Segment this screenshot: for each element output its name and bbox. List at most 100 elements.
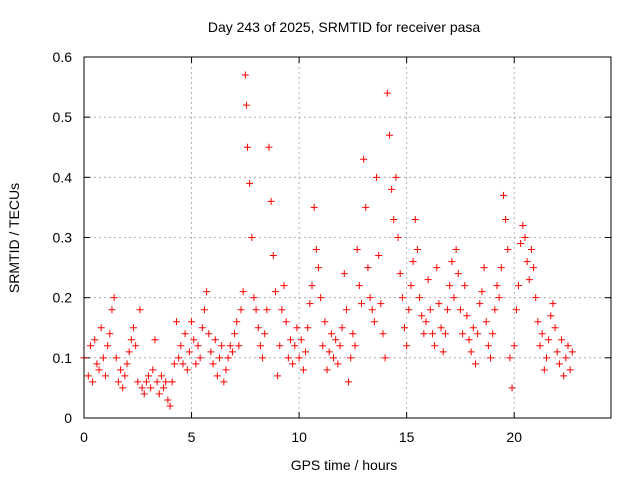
data-point-marker (484, 342, 492, 350)
data-point-marker (360, 155, 368, 163)
data-point-marker (256, 342, 264, 350)
data-point-marker (308, 282, 316, 290)
data-point-marker (142, 378, 150, 386)
data-point-marker (164, 396, 172, 404)
data-point-marker (364, 264, 372, 272)
data-point-marker (269, 252, 277, 260)
data-point-marker (172, 318, 180, 326)
data-point-marker (487, 354, 495, 362)
data-point-marker (476, 300, 484, 308)
data-point-marker (383, 89, 391, 97)
data-point-marker (228, 348, 236, 356)
data-point-marker (401, 324, 409, 332)
data-point-marker (278, 306, 286, 314)
data-point-marker (117, 366, 125, 374)
data-point-marker (497, 264, 505, 272)
data-point-marker (396, 270, 404, 278)
data-point-marker (521, 234, 529, 241)
data-point-marker (527, 246, 535, 254)
data-point-marker (89, 378, 97, 386)
data-point-marker (347, 354, 355, 362)
data-markers (80, 71, 576, 410)
data-point-marker (545, 336, 553, 344)
data-point-marker (104, 342, 112, 350)
data-point-marker (248, 234, 256, 241)
data-point-marker (471, 360, 479, 368)
data-point-marker (375, 252, 383, 260)
data-point-marker (536, 342, 544, 350)
data-point-marker (127, 336, 135, 344)
data-point-marker (321, 318, 329, 326)
data-point-marker (226, 342, 234, 350)
data-point-marker (267, 197, 275, 205)
data-point-marker (177, 342, 185, 350)
data-point-marker (140, 390, 148, 398)
data-point-marker (317, 294, 325, 302)
data-point-marker (293, 324, 301, 332)
data-point-marker (153, 378, 161, 386)
data-point-marker (435, 300, 443, 308)
data-point-marker (469, 324, 477, 332)
data-point-marker (252, 306, 260, 314)
data-point-marker (190, 336, 198, 344)
data-point-marker (233, 318, 241, 326)
data-point-marker (108, 306, 116, 314)
data-point-marker (84, 372, 92, 380)
data-point-marker (394, 234, 402, 241)
data-point-marker (237, 306, 245, 314)
data-point-marker (558, 336, 566, 344)
data-point-marker (424, 276, 432, 284)
data-point-marker (418, 312, 426, 320)
data-point-marker (431, 342, 439, 350)
data-point-marker (407, 282, 415, 290)
data-point-marker (413, 246, 421, 254)
data-point-marker (482, 318, 490, 326)
data-point-marker (499, 191, 507, 199)
data-point-marker (149, 366, 157, 374)
data-point-marker (506, 354, 514, 362)
data-point-marker (261, 330, 269, 338)
y-tick-label: 0.6 (53, 49, 73, 65)
data-point-marker (416, 294, 424, 302)
x-tick-label: 20 (506, 429, 522, 445)
data-point-marker (157, 372, 165, 380)
y-tick-label: 0.3 (53, 230, 73, 246)
data-point-marker (564, 342, 572, 350)
data-point-marker (132, 342, 140, 350)
data-point-marker (491, 306, 499, 314)
data-point-marker (304, 324, 312, 332)
data-point-marker (235, 342, 243, 350)
data-point-marker (456, 306, 464, 314)
data-point-marker (312, 246, 320, 254)
data-point-marker (284, 354, 292, 362)
data-point-marker (265, 143, 273, 151)
data-point-marker (310, 203, 318, 211)
data-point-marker (136, 306, 144, 314)
data-point-marker (91, 336, 99, 344)
data-point-marker (297, 336, 305, 344)
data-point-marker (263, 306, 271, 314)
data-point-marker (444, 306, 452, 314)
data-point-marker (517, 240, 525, 248)
data-point-marker (123, 360, 131, 368)
data-point-marker (508, 384, 516, 392)
y-axis-title: SRMTID / TECUs (6, 183, 22, 293)
data-point-marker (319, 342, 327, 350)
data-point-marker (439, 348, 447, 356)
data-point-marker (448, 258, 456, 266)
data-point-marker (338, 324, 346, 332)
data-point-marker (114, 378, 122, 386)
data-point-marker (390, 215, 398, 223)
data-point-marker (97, 324, 105, 332)
x-axis-title: GPS time / hours (291, 457, 398, 473)
data-point-marker (437, 324, 445, 332)
data-point-marker (181, 330, 189, 338)
data-point-marker (409, 258, 417, 266)
data-point-marker (314, 264, 322, 272)
data-point-marker (203, 288, 211, 296)
data-point-marker (362, 203, 370, 211)
x-tick-label: 5 (188, 429, 196, 445)
data-point-marker (493, 282, 501, 290)
data-point-marker (392, 173, 400, 181)
